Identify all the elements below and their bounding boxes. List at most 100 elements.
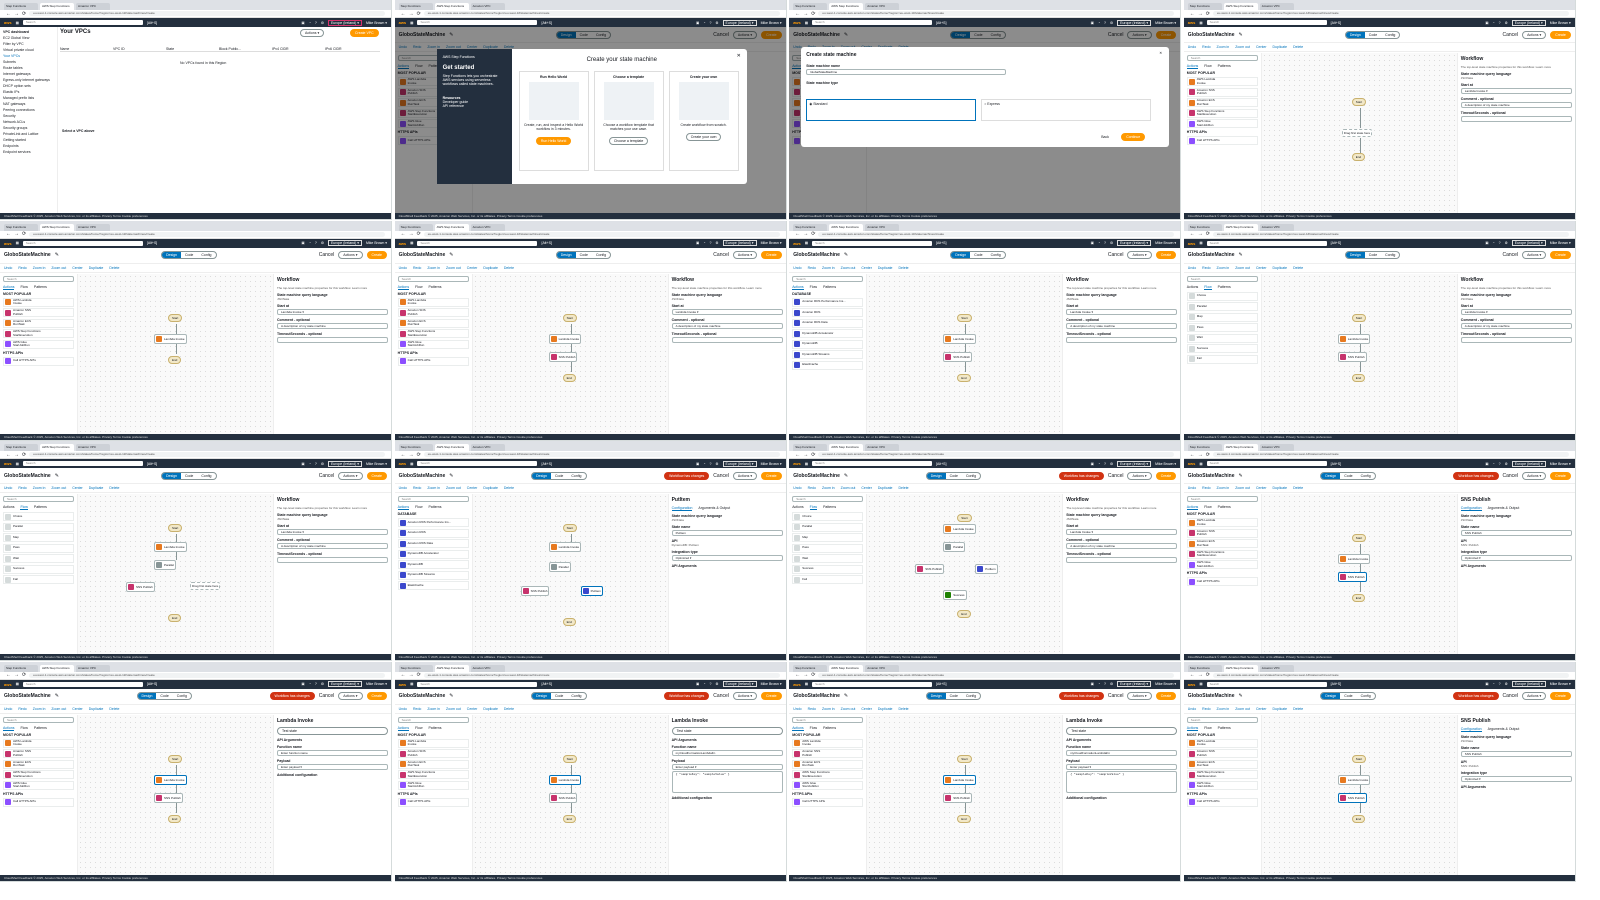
create-button[interactable]: Create xyxy=(1155,30,1177,39)
tool-center[interactable]: Center xyxy=(466,486,478,490)
start-node[interactable]: Start xyxy=(957,514,972,522)
bell-icon[interactable]: ◔ xyxy=(1097,682,1101,686)
mode-code[interactable]: Code xyxy=(949,694,958,698)
payload-select[interactable]: Enter payload ▾ xyxy=(1066,763,1178,770)
browser-tab[interactable]: Step Functions xyxy=(4,664,38,672)
sns-state[interactable]: SNS Publish xyxy=(943,351,973,362)
browser-tab[interactable]: AWS Step Functions xyxy=(40,664,74,672)
edit-name-icon[interactable]: ✎ xyxy=(1238,693,1243,699)
reload-icon[interactable]: ⟳ xyxy=(1205,10,1210,17)
bell-icon[interactable]: ◔ xyxy=(308,682,311,686)
aws-search-input[interactable]: Search xyxy=(812,240,933,246)
tool-redo[interactable]: Redo xyxy=(807,706,816,711)
services-menu-icon[interactable]: ▦ xyxy=(410,461,414,466)
create-vpc-button[interactable]: Create VPC xyxy=(350,29,379,37)
tool-duplicate[interactable]: Duplicate xyxy=(877,265,893,270)
tool-center[interactable]: Center xyxy=(861,486,872,490)
mode-code[interactable]: Code xyxy=(974,253,983,257)
tool-undo[interactable]: Undo xyxy=(1187,45,1197,49)
lambda-state[interactable]: Lambda Invoke xyxy=(943,333,976,344)
url-field[interactable]: eu-west-1.console.aws.amazon.com/states/… xyxy=(818,672,1175,678)
edit-name-icon[interactable]: ✎ xyxy=(54,693,59,699)
test-state-button[interactable]: Test state xyxy=(1066,726,1178,735)
bell-icon[interactable]: ◔ xyxy=(1492,241,1495,245)
cloudshell-icon[interactable]: ▣ xyxy=(696,241,700,245)
https-item[interactable]: Call HTTPS APIs xyxy=(3,356,74,366)
tool-delete[interactable]: Delete xyxy=(503,486,515,490)
aws-search-input[interactable]: Search xyxy=(1206,240,1327,246)
aws-logo[interactable]: aws xyxy=(398,20,407,25)
bell-icon[interactable]: ◔ xyxy=(703,461,706,466)
browser-tab[interactable]: AWS Step Functions xyxy=(40,3,74,10)
reload-icon[interactable]: ⟳ xyxy=(1205,451,1210,458)
tool-delete[interactable]: Delete xyxy=(503,45,515,49)
cloudshell-icon[interactable]: ▣ xyxy=(696,20,700,25)
tool-center[interactable]: Center xyxy=(1256,706,1267,711)
tool-undo[interactable]: Undo xyxy=(793,265,802,270)
edit-name-icon[interactable]: ✎ xyxy=(843,693,849,699)
reload-icon[interactable]: ⟳ xyxy=(22,451,27,458)
create-button[interactable]: Create xyxy=(366,471,388,480)
resource-link[interactable]: API reference xyxy=(442,104,464,108)
timeout-input[interactable] xyxy=(1460,336,1572,343)
tool-center[interactable]: Center xyxy=(1256,265,1267,270)
edit-name-icon[interactable]: ✎ xyxy=(449,252,454,258)
gear-icon[interactable]: ⚙ xyxy=(715,682,719,686)
start-node[interactable]: Start xyxy=(1351,534,1367,542)
comment-input[interactable]: A description of my state machine xyxy=(1460,322,1572,329)
option-card[interactable]: Choose a template Choose a workflow templ… xyxy=(593,71,664,171)
aws-logo[interactable]: aws xyxy=(793,240,801,246)
aws-search-input[interactable]: Search xyxy=(812,20,933,25)
browser-tab[interactable]: AWS Step Functions xyxy=(829,664,864,672)
inspector-tab[interactable]: Arguments & Output xyxy=(698,506,731,510)
function-name-input[interactable]: Enter function name xyxy=(277,749,388,756)
help-icon[interactable]: ? xyxy=(314,20,317,25)
end-node[interactable]: End xyxy=(1351,594,1366,602)
workflow-canvas[interactable]: Start Lambda Invoke SNS Publish End xyxy=(1261,494,1457,654)
tool-zoom-out[interactable]: Zoom out xyxy=(446,265,461,270)
browser-tab[interactable]: Step Functions xyxy=(398,223,433,231)
end-node[interactable]: End xyxy=(562,618,576,626)
tool-delete[interactable]: Delete xyxy=(109,265,120,270)
services-menu-icon[interactable]: ▦ xyxy=(804,682,809,686)
tool-duplicate[interactable]: Duplicate xyxy=(483,706,498,711)
test-state-button[interactable]: Test state xyxy=(671,726,783,735)
browser-tab[interactable]: Step Functions xyxy=(793,223,828,231)
end-node[interactable]: End xyxy=(168,814,182,823)
tab-actions[interactable]: Actions xyxy=(792,284,804,290)
cancel-link[interactable]: Cancel xyxy=(713,472,729,479)
mode-design[interactable]: Design xyxy=(556,31,576,38)
back-icon[interactable]: ← xyxy=(1189,231,1195,237)
aws-logo[interactable]: aws xyxy=(1187,240,1196,246)
tool-zoom-out[interactable]: Zoom out xyxy=(51,265,67,270)
create-button[interactable]: Create xyxy=(761,471,782,480)
column-header[interactable]: IPv6 CIDR xyxy=(325,47,342,51)
reload-icon[interactable]: ⟳ xyxy=(1205,231,1210,237)
tab-patterns[interactable]: Patterns xyxy=(1217,284,1231,289)
gear-icon[interactable]: ⚙ xyxy=(320,461,324,466)
sns-state[interactable]: SNS Publish xyxy=(154,792,183,803)
forward-icon[interactable]: → xyxy=(14,672,19,678)
tab-actions[interactable]: Actions xyxy=(397,64,410,69)
flow-state-item[interactable]: Pass xyxy=(3,543,74,553)
drop-zone[interactable]: Drag first state here xyxy=(190,582,221,590)
vpc-sidebar-item[interactable]: Network ACLs xyxy=(3,120,26,124)
url-field[interactable]: eu-west-1.console.aws.amazon.com/states/… xyxy=(1213,452,1569,457)
mode-config[interactable]: Config xyxy=(1385,253,1396,257)
vpc-sidebar-item[interactable]: Egress-only internet gateways xyxy=(3,78,50,82)
tool-zoom-out[interactable]: Zoom out xyxy=(446,706,461,711)
tool-zoom-in[interactable]: Zoom in xyxy=(427,486,440,490)
flow-state-item[interactable]: Map xyxy=(3,533,74,542)
tab-actions[interactable]: Actions xyxy=(3,505,15,509)
lambda-state[interactable]: Lambda Invoke xyxy=(1337,774,1371,785)
type-express-option[interactable]: ○ Express xyxy=(981,99,1152,121)
services-menu-icon[interactable]: ▦ xyxy=(1199,461,1203,466)
aws-search-input[interactable]: Search xyxy=(1206,461,1327,466)
